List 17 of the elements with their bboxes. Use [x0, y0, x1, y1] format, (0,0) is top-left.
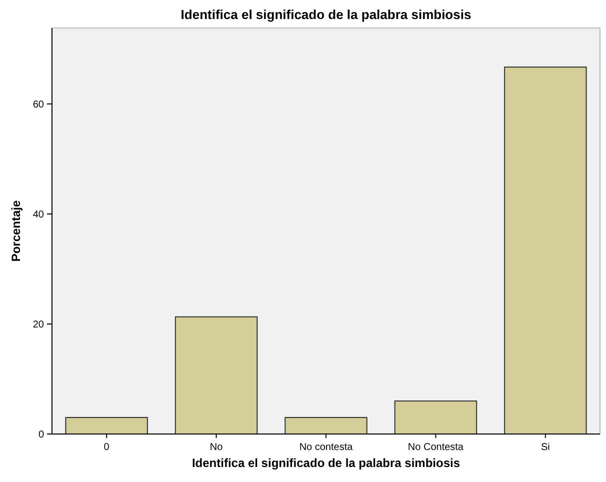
chart-title: Identifica el significado de la palabra simbiosis [180, 7, 472, 22]
y-tick-label: 20 [32, 319, 44, 330]
x-tick-label: No contesta [299, 442, 354, 453]
x-tick-label: 0 [104, 442, 110, 453]
bar [504, 66, 587, 434]
bar [174, 316, 258, 434]
y-tick-label: 0 [38, 430, 44, 440]
x-tick-label: No [210, 442, 224, 453]
y-tick-label: 60 [32, 99, 44, 110]
bar [394, 400, 478, 434]
y-axis-title: Porcentaje [9, 200, 23, 262]
bar [65, 416, 148, 434]
x-tick-label: No Contesta [408, 442, 464, 453]
x-axis-title: Identifica el significado de la palabra simbiosis [192, 456, 460, 470]
bar [284, 416, 368, 434]
y-tick-label: 40 [32, 209, 44, 220]
x-tick-label: Si [540, 442, 550, 453]
